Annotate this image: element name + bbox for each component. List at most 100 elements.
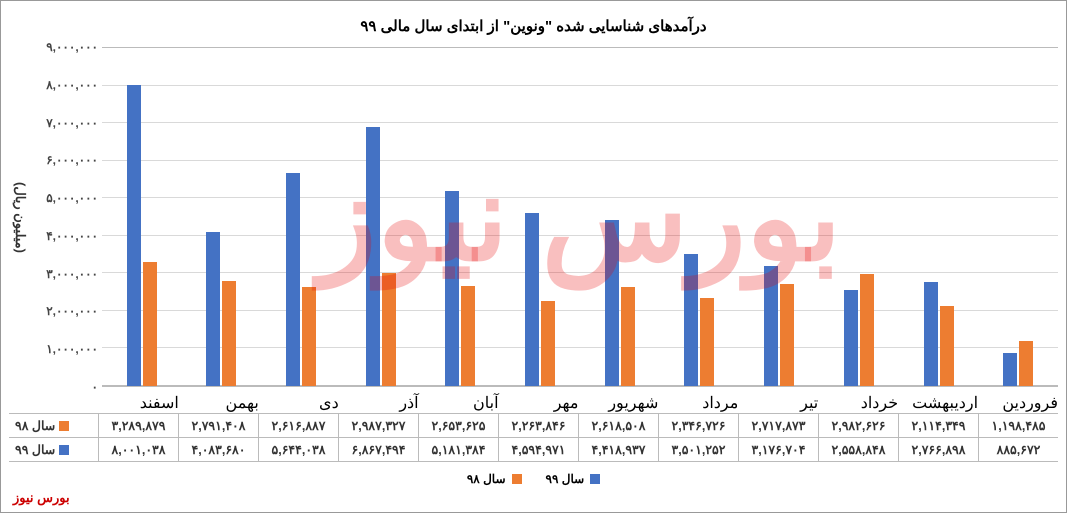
- row-cells: ۸۸۵,۶۷۲۲,۷۶۶,۸۹۸۲,۵۵۸,۸۴۸۳,۱۷۶,۷۰۴۳,۵۰۱,…: [99, 438, 1058, 461]
- legend-swatch: [59, 421, 69, 431]
- bar: [684, 254, 698, 386]
- bar-group: [899, 47, 979, 386]
- row-legend: سال ۹۸: [9, 414, 99, 437]
- table-cell: ۴,۵۹۴,۹۷۱: [498, 438, 578, 461]
- table-cell: ۲,۹۸۷,۳۲۷: [338, 414, 418, 437]
- legend-label: سال ۹۹: [546, 472, 585, 486]
- legend-swatch: [512, 474, 522, 484]
- chart-container: درآمدهای شناسایی شده "ونوین" از ابتدای س…: [1, 1, 1066, 512]
- table-cell: ۲,۱۱۴,۳۴۹: [898, 414, 978, 437]
- table-cell: ۴,۰۸۳,۶۸۰: [178, 438, 258, 461]
- table-cell: ۶,۸۶۷,۴۹۴: [338, 438, 418, 461]
- x-axis-labels: فروردیناردیبهشتخردادتیرمردادشهریورمهرآبا…: [99, 387, 1058, 413]
- row-legend: سال ۹۹: [9, 438, 99, 461]
- x-axis-label: آذر: [339, 387, 419, 413]
- bar-group: [500, 47, 580, 386]
- bar: [700, 298, 714, 386]
- source-label: بورس نیوز: [13, 490, 70, 506]
- x-axis-label: آبان: [419, 387, 499, 413]
- bar: [605, 220, 619, 386]
- x-axis-label: فروردین: [978, 387, 1058, 413]
- bar: [924, 282, 938, 386]
- row-cells: ۱,۱۹۸,۴۸۵۲,۱۱۴,۳۴۹۲,۹۸۲,۶۲۶۲,۷۱۷,۸۷۳۲,۳۴…: [99, 414, 1058, 437]
- x-axis-label: اردیبهشت: [898, 387, 978, 413]
- legend-swatch: [590, 474, 600, 484]
- legend: سال ۹۹ سال ۹۸: [9, 472, 1058, 486]
- data-table: سال ۹۸ ۱,۱۹۸,۴۸۵۲,۱۱۴,۳۴۹۲,۹۸۲,۶۲۶۲,۷۱۷,۸…: [9, 413, 1058, 462]
- table-cell: ۲,۵۵۸,۸۴۸: [818, 438, 898, 461]
- bar-group: [580, 47, 660, 386]
- bar-group: [660, 47, 740, 386]
- x-axis-label: تیر: [738, 387, 818, 413]
- table-cell: ۲,۷۹۱,۴۰۸: [178, 414, 258, 437]
- table-cell: ۲,۷۶۶,۸۹۸: [898, 438, 978, 461]
- table-cell: ۲,۳۴۶,۷۲۶: [658, 414, 738, 437]
- x-axis-label: دی: [259, 387, 339, 413]
- x-axis-row: فروردیناردیبهشتخردادتیرمردادشهریورمهرآبا…: [9, 387, 1058, 413]
- legend-swatch: [59, 445, 69, 455]
- bar: [844, 290, 858, 386]
- plot-wrapper: بورس نیوز: [102, 47, 1058, 387]
- x-axis-label: مرداد: [658, 387, 738, 413]
- bar: [461, 286, 475, 386]
- table-cell: ۲,۹۸۲,۶۲۶: [818, 414, 898, 437]
- x-axis-label: شهریور: [578, 387, 658, 413]
- bar-group: [819, 47, 899, 386]
- bar: [382, 273, 396, 386]
- x-axis-label: اسفند: [99, 387, 179, 413]
- table-cell: ۲,۶۱۶,۸۸۷: [258, 414, 338, 437]
- table-cell: ۲,۶۱۸,۵۰۸: [578, 414, 658, 437]
- bar: [940, 306, 954, 386]
- y-axis-label: (میلیون ریال): [9, 47, 32, 387]
- table-cell: ۵,۶۴۴,۰۳۸: [258, 438, 338, 461]
- table-cell: ۵,۱۸۱,۳۸۴: [418, 438, 498, 461]
- bar: [286, 173, 300, 386]
- table-cell: ۲,۷۱۷,۸۷۳: [738, 414, 818, 437]
- x-axis-label: بهمن: [179, 387, 259, 413]
- bar-group: [739, 47, 819, 386]
- table-cell: ۱,۱۹۸,۴۸۵: [978, 414, 1058, 437]
- bar: [445, 191, 459, 386]
- bar-group: [261, 47, 341, 386]
- bar-group: [102, 47, 182, 386]
- table-cell: ۳,۲۸۹,۸۷۹: [99, 414, 178, 437]
- bar: [366, 127, 380, 386]
- chart-area: (میلیون ریال) ۰۱,۰۰۰,۰۰۰۲,۰۰۰,۰۰۰۳,۰۰۰,۰…: [9, 47, 1058, 387]
- y-axis: ۰۱,۰۰۰,۰۰۰۲,۰۰۰,۰۰۰۳,۰۰۰,۰۰۰۴,۰۰۰,۰۰۰۵,۰…: [32, 47, 102, 387]
- bar: [206, 232, 220, 386]
- bar-group: [182, 47, 262, 386]
- chart-title: درآمدهای شناسایی شده "ونوین" از ابتدای س…: [9, 17, 1058, 35]
- plot: [102, 47, 1058, 386]
- table-row: سال ۹۹ ۸۸۵,۶۷۲۲,۷۶۶,۸۹۸۲,۵۵۸,۸۴۸۳,۱۷۶,۷۰۴…: [9, 438, 1058, 462]
- bar: [525, 213, 539, 386]
- bar: [143, 262, 157, 386]
- legend-label: سال ۹۸: [467, 472, 506, 486]
- bar: [127, 85, 141, 386]
- x-axis-label: خرداد: [818, 387, 898, 413]
- bar: [541, 301, 555, 386]
- bar: [860, 274, 874, 386]
- table-cell: ۸,۰۰۱,۰۳۸: [99, 438, 178, 461]
- legend-item: سال ۹۸: [467, 472, 522, 486]
- table-cell: ۸۸۵,۶۷۲: [978, 438, 1058, 461]
- bar-group: [421, 47, 501, 386]
- bar: [1003, 353, 1017, 386]
- bar: [621, 287, 635, 386]
- table-row: سال ۹۸ ۱,۱۹۸,۴۸۵۲,۱۱۴,۳۴۹۲,۹۸۲,۶۲۶۲,۷۱۷,۸…: [9, 414, 1058, 438]
- x-axis-label: مهر: [499, 387, 579, 413]
- table-cell: ۳,۱۷۶,۷۰۴: [738, 438, 818, 461]
- table-cell: ۴,۴۱۸,۹۳۷: [578, 438, 658, 461]
- table-cell: ۳,۵۰۱,۲۵۲: [658, 438, 738, 461]
- bar: [1019, 341, 1033, 386]
- table-cell: ۲,۶۵۳,۶۲۵: [418, 414, 498, 437]
- row-legend-label: سال ۹۸: [15, 418, 55, 433]
- row-legend-label: سال ۹۹: [15, 442, 55, 457]
- bar: [222, 281, 236, 386]
- bar: [780, 284, 794, 386]
- bar-group: [341, 47, 421, 386]
- bar: [764, 266, 778, 386]
- bar-group: [978, 47, 1058, 386]
- legend-item: سال ۹۹: [546, 472, 601, 486]
- bar: [302, 287, 316, 386]
- table-cell: ۲,۲۶۳,۸۴۶: [498, 414, 578, 437]
